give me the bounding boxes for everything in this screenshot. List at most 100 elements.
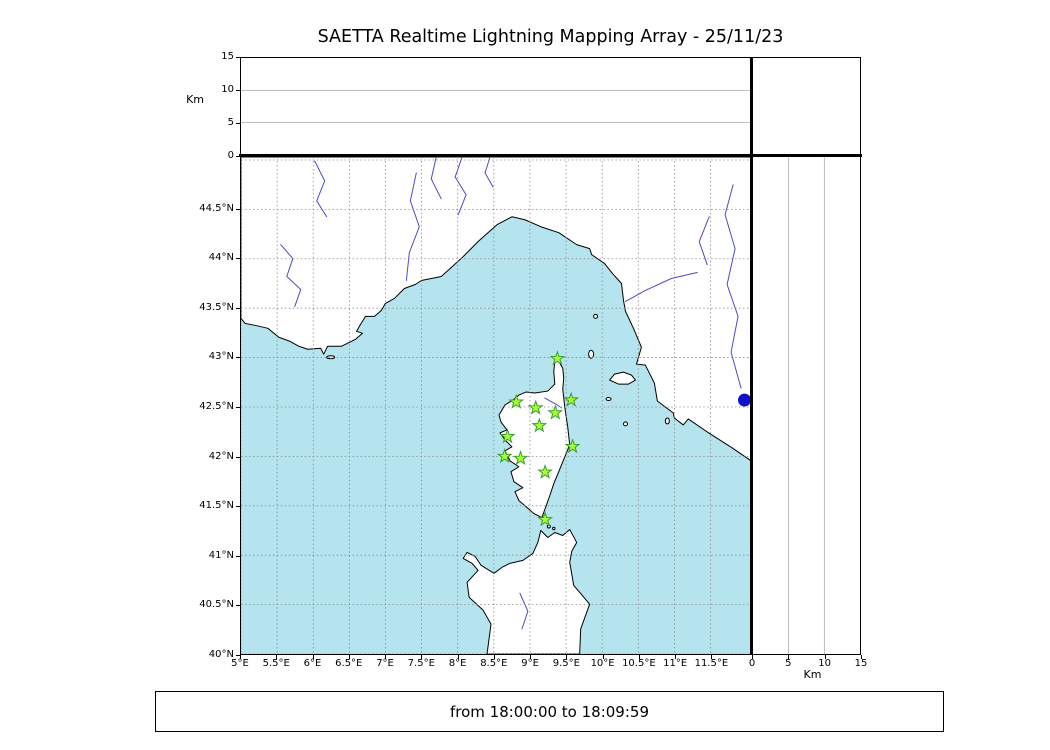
tick-mark: [421, 655, 423, 659]
tick-mark: [348, 655, 350, 659]
island-pianosa: [605, 397, 612, 402]
tick-mark: [638, 655, 640, 659]
tick-mark: [236, 156, 240, 157]
tick-mark: [711, 655, 713, 659]
lat-tick-label: 44.5°N: [199, 202, 234, 214]
station-marker: [537, 463, 554, 479]
station-marker: [563, 391, 580, 407]
tick-mark: [236, 605, 240, 607]
river: [624, 272, 698, 302]
altitude-gridlines: [241, 89, 751, 124]
lon-tick-label: 8.5°E: [480, 658, 508, 669]
island-elba: [609, 371, 636, 385]
river: [314, 160, 328, 218]
tick-mark: [236, 123, 240, 124]
lon-tick-label: 7.5°E: [407, 658, 435, 669]
lat-tick-label: 42.5°N: [199, 400, 234, 412]
river: [484, 157, 494, 188]
lon-tick-label: 6.5°E: [335, 658, 363, 669]
island-capraia: [588, 349, 595, 359]
axis-divider-horizontal: [239, 154, 862, 157]
river: [454, 157, 467, 216]
coastline-sardinia: [462, 529, 591, 654]
tick-mark: [236, 208, 240, 210]
map-panel: [240, 156, 752, 655]
lon-tick-label: 11.5°E: [694, 658, 729, 669]
alt-tick-label: 5: [785, 658, 792, 669]
altitude-axis-label-left: Km: [186, 93, 204, 106]
lat-tick-label: 40.5°N: [199, 599, 234, 611]
alt-tick-label: 10: [818, 658, 832, 669]
altitude-latitude-panel: [752, 156, 861, 655]
tick-mark: [457, 655, 459, 659]
station-markers: [496, 350, 581, 527]
lat-tick-label: 41.5°N: [199, 500, 234, 512]
tick-mark: [493, 655, 495, 659]
river: [698, 216, 710, 266]
alt-tick-label: 15: [854, 658, 868, 669]
tick-mark: [312, 655, 314, 659]
station-marker: [499, 428, 516, 444]
lon-tick-label: 8°E: [448, 658, 467, 669]
alt-tick-label: 0: [748, 658, 756, 669]
tick-mark: [385, 655, 387, 659]
lat-tick-label: 43.5°N: [199, 301, 234, 313]
island-maddalena: [552, 526, 556, 531]
coastline-mainland: [241, 157, 751, 462]
tick-mark: [824, 655, 826, 659]
altitude-longitude-panel: [240, 57, 752, 156]
station-marker: [537, 511, 554, 527]
altitude-longitude-canvas: [241, 89, 751, 124]
station-marker: [564, 438, 581, 454]
station-marker: [549, 350, 566, 366]
station-marker: [527, 399, 544, 415]
tick-mark: [236, 258, 240, 260]
lon-tick-label: 10.5°E: [622, 658, 656, 669]
station-marker: [496, 448, 513, 464]
corner-panel: [752, 57, 861, 156]
plot-title: SAETTA Realtime Lightning Mapping Array …: [317, 27, 784, 47]
lat-tick-label: 40°N: [208, 649, 234, 660]
river: [430, 157, 442, 200]
tick-mark: [236, 555, 240, 557]
lon-tick-label: 9.5°E: [552, 658, 580, 669]
tick-mark: [276, 655, 278, 659]
river: [724, 184, 742, 389]
river: [280, 244, 302, 307]
island-montecristo: [623, 421, 628, 427]
tick-mark: [236, 90, 240, 91]
time-range-box: from 18:00:00 to 18:09:59: [155, 691, 944, 732]
tick-mark: [602, 655, 604, 659]
lon-tick-label: 5°E: [231, 658, 249, 669]
altitude-latitude-canvas: [788, 157, 825, 654]
time-range-label: from 18:00:00 to 18:09:59: [449, 702, 649, 721]
tick-mark: [566, 655, 568, 659]
lon-tick-label: 10°E: [590, 658, 615, 669]
lon-tick-label: 5.5°E: [262, 658, 290, 669]
lat-tick-label: 42°N: [208, 450, 234, 462]
coastline-corsica: [498, 355, 571, 519]
station-marker: [512, 450, 529, 466]
lon-tick-label: 6°E: [303, 658, 322, 669]
axis-divider-vertical: [750, 57, 753, 655]
alt-tick-label: 15: [221, 51, 234, 62]
lat-tick-label: 44°N: [208, 252, 234, 264]
tick-mark: [236, 57, 240, 58]
altitude-axis-label-bottom: Km: [803, 668, 822, 681]
tick-mark: [788, 655, 790, 659]
tick-mark: [236, 357, 240, 359]
lightning-source-dot: [738, 393, 751, 407]
tick-mark: [236, 506, 240, 508]
lon-tick-label: 7°E: [376, 658, 394, 669]
tick-mark: [236, 406, 240, 408]
river: [405, 172, 420, 282]
tick-mark: [675, 655, 677, 659]
altitude-gridlines: [788, 157, 825, 654]
lat-tick-label: 41°N: [208, 549, 234, 561]
alt-tick-label: 10: [221, 84, 234, 95]
station-marker: [531, 417, 548, 433]
lightning-sources: [738, 393, 751, 407]
lon-tick-label: 11°E: [663, 658, 688, 669]
tick-mark: [752, 655, 753, 659]
